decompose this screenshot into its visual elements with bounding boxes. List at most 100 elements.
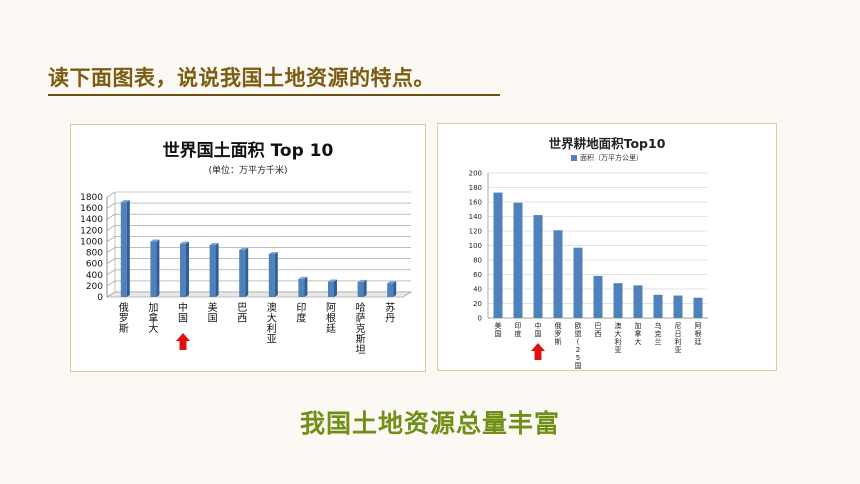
bar-top	[180, 241, 189, 244]
question-title: 读下面图表，说说我国土地资源的特点。	[48, 66, 435, 90]
highlight-arrow	[531, 343, 545, 360]
y-tick-label: 1600	[80, 204, 103, 214]
bar-side	[156, 239, 160, 297]
y-tick-label: 160	[469, 199, 482, 207]
bar-front	[328, 281, 334, 297]
bar-front	[150, 241, 157, 297]
x-tick-label: 苏丹	[385, 301, 395, 325]
y-tick-label: 1400	[80, 215, 103, 225]
bar	[180, 241, 189, 297]
x-tick-label: 加拿大	[635, 321, 642, 346]
title-underline	[48, 94, 500, 96]
x-tick-label: 美国	[208, 301, 218, 325]
bar-side	[186, 241, 189, 297]
gridline-depth	[106, 191, 116, 198]
y-tick-label: 1800	[80, 193, 103, 203]
x-tick-label: 尼日利亚	[675, 322, 682, 354]
highlight-arrow	[176, 333, 190, 350]
bar-top	[120, 200, 130, 203]
x-tick-label: 欧盟(25国)	[575, 321, 582, 370]
y-tick-label: 180	[469, 184, 482, 192]
bar	[613, 283, 623, 318]
bar-side	[245, 247, 249, 297]
bar	[239, 247, 249, 297]
bar	[513, 202, 523, 318]
arrow-head	[531, 343, 545, 351]
x-tick-label: 哈萨克斯坦	[356, 301, 366, 356]
x-tick-label: 巴西	[237, 302, 247, 325]
bar-front	[298, 278, 305, 297]
bar-side	[215, 242, 219, 297]
bar	[209, 242, 219, 297]
bar	[387, 281, 397, 297]
chart1-subtitle: (单位：万平方千米)	[208, 166, 288, 176]
conclusion-text: 我国土地资源总量丰富	[299, 409, 560, 438]
bar	[553, 230, 563, 318]
y-tick-label: 20	[473, 300, 482, 308]
y-tick-label: 1000	[80, 237, 103, 247]
y-tick-label: 140	[469, 213, 482, 221]
y-tick-label: 120	[469, 228, 482, 236]
bar-top	[150, 239, 160, 242]
x-tick-label: 阿根廷	[695, 321, 702, 346]
bar	[120, 200, 130, 297]
bar-front	[357, 281, 364, 297]
bar-side	[126, 200, 130, 297]
bar	[150, 239, 160, 297]
bar-top	[328, 279, 337, 282]
arable-land-chart-panel: 世界耕地面积Top10 面积（万平方公里） 0 20 40 60 80 100 120 140…	[437, 123, 777, 371]
gridline-depth	[106, 280, 116, 287]
y-tick-label: 60	[473, 271, 482, 279]
bar-top	[357, 279, 367, 282]
land-area-chart-panel: 世界国土面积 Top 10 (单位：万平方千米) 0 200 400 600 800 10…	[70, 124, 426, 372]
chart1-title: 世界国土面积 Top 10	[162, 141, 334, 161]
y-tick-label: 800	[86, 249, 103, 259]
x-tick-label: 中国	[535, 321, 542, 338]
bar	[493, 192, 503, 318]
y-tick-label: 600	[86, 260, 103, 270]
bar	[268, 252, 278, 297]
y-tick-label: 100	[469, 242, 482, 250]
chart2-legend-label: 面积（万平方公里）	[580, 154, 643, 162]
y-tick-label: 1200	[80, 226, 103, 236]
x-tick-label: 俄罗斯	[119, 302, 129, 335]
bar-top	[209, 242, 219, 245]
y-tick-label: 80	[473, 257, 482, 265]
x-tick-label: 中国	[178, 301, 188, 325]
gridline-depth	[106, 269, 116, 276]
bar	[593, 275, 603, 318]
bar	[533, 215, 543, 318]
bar-side	[393, 281, 397, 297]
arrow-head	[176, 333, 190, 341]
bar	[693, 297, 703, 318]
bar	[653, 294, 663, 318]
bar-top	[298, 276, 308, 279]
gridline-depth	[106, 247, 116, 253]
bar-side	[304, 276, 308, 297]
x-tick-label: 澳大利亚	[267, 301, 277, 346]
bar-top	[268, 252, 278, 254]
bar-side	[363, 279, 367, 297]
x-tick-label: 加拿大	[148, 302, 158, 335]
chart2-legend: 面积（万平方公里）	[438, 153, 776, 163]
chart2-title: 世界耕地面积Top10	[548, 136, 666, 151]
y-tick-label: 200	[469, 170, 482, 178]
bar-front	[180, 243, 186, 297]
bar	[357, 279, 367, 297]
bar	[298, 276, 308, 297]
gridline-depth	[106, 236, 116, 242]
bar	[673, 295, 683, 318]
x-tick-label: 印度	[296, 302, 306, 325]
bar-top	[239, 247, 249, 250]
gridline-depth	[106, 202, 116, 209]
bar	[573, 247, 583, 318]
y-tick-label: 40	[473, 286, 482, 294]
bar-front	[209, 244, 216, 297]
gridline-depth	[106, 213, 116, 220]
y-tick-label: 0	[478, 315, 482, 323]
arrow-shaft	[179, 341, 187, 350]
bar	[328, 279, 337, 297]
x-tick-label: 印度	[515, 322, 522, 338]
